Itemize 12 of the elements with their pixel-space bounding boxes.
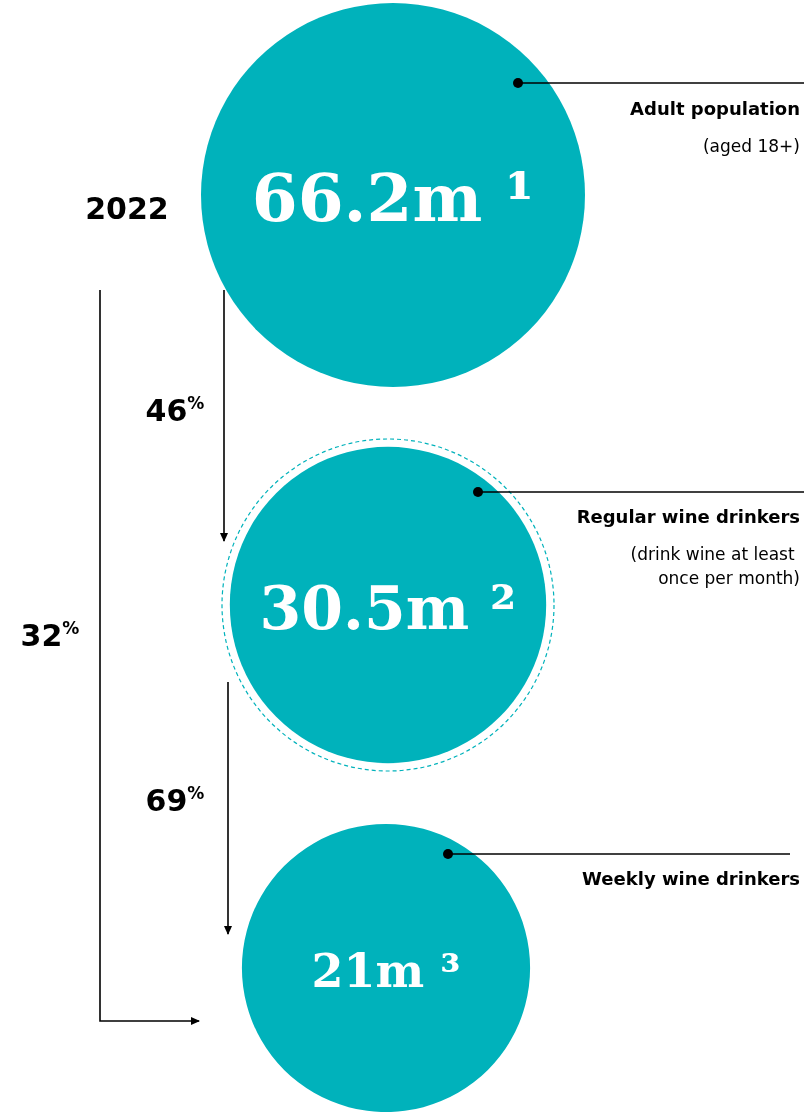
text: 2022 bbox=[85, 190, 169, 226]
text: 32% bbox=[20, 617, 80, 653]
category-label: Weekly wine drinkers bbox=[582, 867, 800, 889]
category-label: Regular wine drinkers bbox=[576, 505, 800, 527]
data-label: 21m ³ bbox=[311, 944, 461, 998]
text: 69% bbox=[145, 782, 205, 818]
data-label: 66.2m ¹ bbox=[251, 159, 535, 237]
text: (aged 18+) bbox=[702, 136, 800, 156]
text: 46% bbox=[145, 392, 205, 428]
data-label: 30.5m ² bbox=[259, 573, 517, 643]
text: (drink wine at least once per month) bbox=[630, 544, 800, 588]
category-label: Adult population bbox=[630, 97, 800, 119]
